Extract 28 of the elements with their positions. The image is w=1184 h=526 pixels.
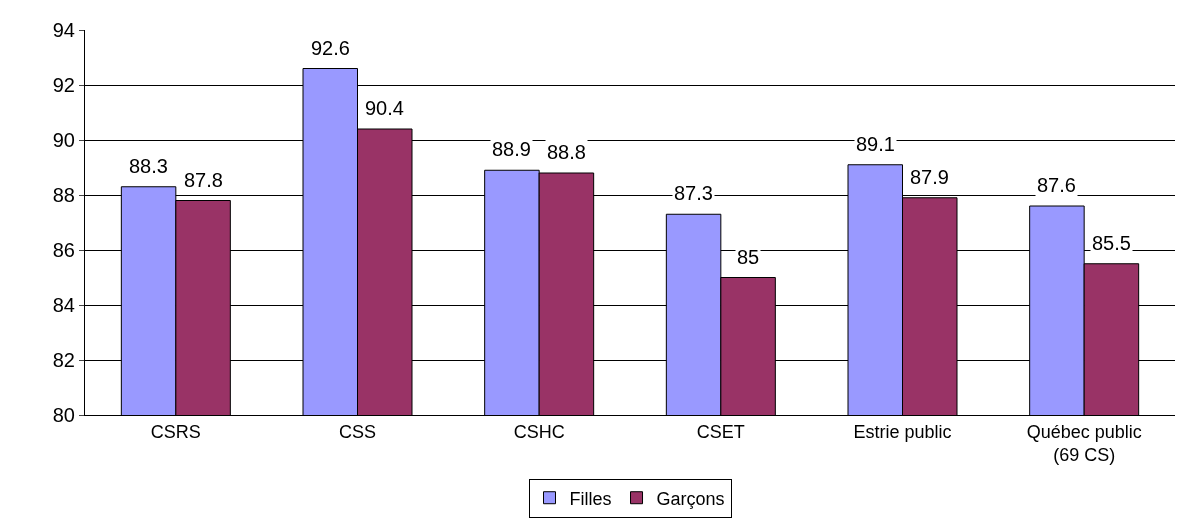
data-label: 87.8: [184, 169, 223, 191]
legend-label: Garçons: [656, 488, 725, 509]
y-tick-label: 90: [52, 129, 75, 151]
data-label: 92.6: [311, 37, 350, 59]
data-label: 88.3: [129, 155, 168, 177]
x-tick-label: CSS: [338, 421, 377, 442]
y-tick-label: 92: [52, 74, 75, 96]
data-label: 87.3: [674, 182, 713, 204]
y-tick-label: 94: [52, 19, 75, 41]
data-label: 85: [737, 246, 760, 268]
data-label: 90.4: [365, 97, 404, 119]
data-label: 89.1: [856, 133, 895, 155]
data-label: 87.9: [910, 166, 949, 188]
data-label: 88.9: [492, 138, 531, 160]
data-label: 87.6: [1037, 174, 1076, 196]
x-tick-label: Québec public (69 CS): [1026, 421, 1142, 465]
x-tick-label: CSET: [696, 421, 745, 442]
x-tick-label: CSHC: [513, 421, 565, 442]
x-tick-label: Estrie public: [853, 421, 952, 442]
y-tick-label: 88: [52, 184, 75, 206]
y-tick-label: 80: [52, 404, 75, 426]
x-tick-label: CSRS: [150, 421, 201, 442]
y-tick-label: 84: [52, 294, 75, 316]
y-tick-label: 82: [52, 349, 75, 371]
data-label: 88.8: [547, 141, 586, 163]
y-tick-label: 86: [52, 239, 75, 261]
data-label: 85.5: [1092, 232, 1131, 254]
legend-label: Filles: [569, 488, 612, 509]
